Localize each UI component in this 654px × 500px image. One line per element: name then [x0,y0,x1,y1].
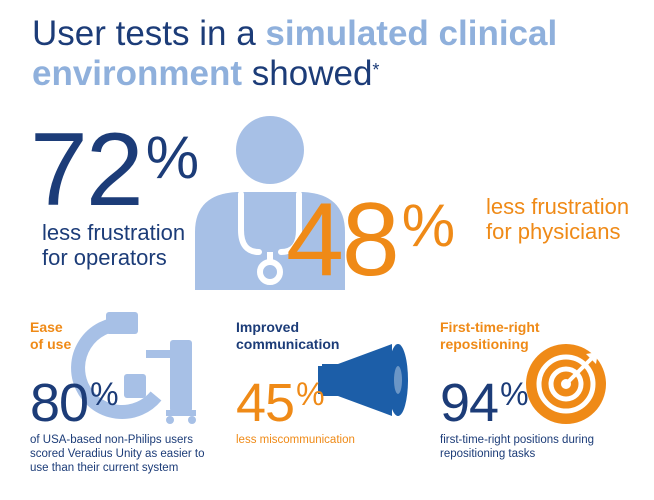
stat-physicians-label: less frustration for physicians [486,194,630,244]
title-highlight-1: simulated clinical [265,14,558,53]
target-icon [526,344,606,424]
c-arm-icon [71,312,196,424]
section-repositioning-description: first-time-right positions during reposi… [440,434,595,460]
section-ease-description: of USA-based non-Philips users scored Ve… [30,434,205,474]
page-title: User tests in a simulated clinical envir… [32,14,632,94]
stat-operators-label: less frustration for operators [42,220,186,270]
title-footnote-mark: * [372,60,380,80]
section-repositioning-title: First-time-right repositioning [440,319,540,352]
stat-physicians-value: 48% [286,182,455,298]
section-ease-title: Ease of use [30,319,72,352]
title-highlight-2: environment [32,54,243,93]
title-part1: User tests in a [32,14,266,53]
doctor-icon [195,116,345,290]
section-communication-description: less miscommunication [236,434,355,446]
stat-operators-value: 72% [30,112,199,228]
section-ease-value: 80% [30,373,119,433]
section-communication-value: 45% [236,373,325,433]
section-communication-title: Improved communication [236,319,340,352]
megaphone-icon [318,344,408,416]
title-part4: showed [242,54,373,93]
section-repositioning-value: 94% [440,373,529,433]
